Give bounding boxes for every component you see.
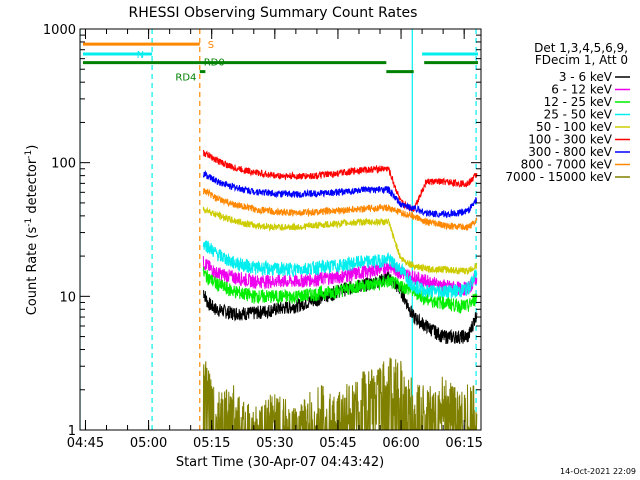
y-tick-label: 100 bbox=[51, 157, 76, 172]
x-tick-label: 06:00 bbox=[382, 436, 419, 451]
y-tick-label: 1000 bbox=[43, 23, 76, 38]
y-axis-label-sup-1: -1 bbox=[24, 218, 34, 227]
series-line-4 bbox=[202, 206, 478, 275]
legend-label: 25 - 50 keV bbox=[544, 108, 613, 122]
state-bar-label: S bbox=[208, 40, 214, 51]
y-axis-label-part-3: ) bbox=[25, 145, 40, 150]
y-tick-label: 10 bbox=[59, 290, 76, 305]
legend-header-line-2: FDecim 1, Att 0 bbox=[535, 53, 628, 67]
y-axis-label-part-1: Count Rate (s bbox=[25, 227, 40, 316]
y-tick-label: 1 bbox=[68, 424, 76, 439]
series-line-7 bbox=[202, 188, 478, 231]
x-tick-label: 06:15 bbox=[445, 436, 482, 451]
legend-label: 100 - 300 keV bbox=[528, 133, 612, 147]
state-bar-label: RD4 bbox=[175, 73, 196, 84]
legend-header-line-1: Det 1,3,4,5,6,9, bbox=[534, 41, 628, 55]
x-axis-label: Start Time (30-Apr-07 04:43:42) bbox=[176, 455, 384, 470]
legend-label: 6 - 12 keV bbox=[551, 83, 613, 97]
legend-label: 3 - 6 keV bbox=[559, 70, 613, 84]
y-axis-label-part-2: detector bbox=[25, 158, 40, 218]
x-tick-label: 05:30 bbox=[256, 436, 293, 451]
y-axis-label: Count Rate (s-1 detector-1) bbox=[24, 145, 40, 316]
footer-timestamp: 14-Oct-2021 22:09 bbox=[560, 467, 636, 476]
chart-title: RHESSI Observing Summary Count Rates bbox=[129, 5, 418, 21]
series-line-3 bbox=[202, 240, 478, 299]
legend-label: 50 - 100 keV bbox=[536, 120, 613, 134]
series-line-2 bbox=[202, 266, 478, 314]
legend-label: 7000 - 15000 keV bbox=[505, 170, 612, 184]
series-line-1 bbox=[202, 255, 478, 296]
state-bar-label: RD0 bbox=[204, 58, 225, 69]
series-line-5 bbox=[202, 149, 478, 212]
series-line-8 bbox=[202, 357, 478, 430]
legend-label: 12 - 25 keV bbox=[544, 95, 613, 109]
legend-label: 800 - 7000 keV bbox=[521, 158, 613, 172]
x-tick-label: 05:15 bbox=[193, 436, 230, 451]
plot-frame bbox=[79, 28, 482, 431]
legend-label: 300 - 800 keV bbox=[528, 145, 612, 159]
x-tick-label: 05:45 bbox=[319, 436, 356, 451]
x-tick-label: 04:45 bbox=[67, 436, 104, 451]
series-line-6 bbox=[202, 169, 478, 219]
state-bar-label: N bbox=[137, 50, 144, 61]
legend: Det 1,3,4,5,6,9, FDecim 1, Att 0 3 - 6 k… bbox=[505, 41, 630, 184]
x-tick-label: 05:00 bbox=[130, 436, 167, 451]
y-axis-label-sup-2: -1 bbox=[24, 150, 34, 159]
